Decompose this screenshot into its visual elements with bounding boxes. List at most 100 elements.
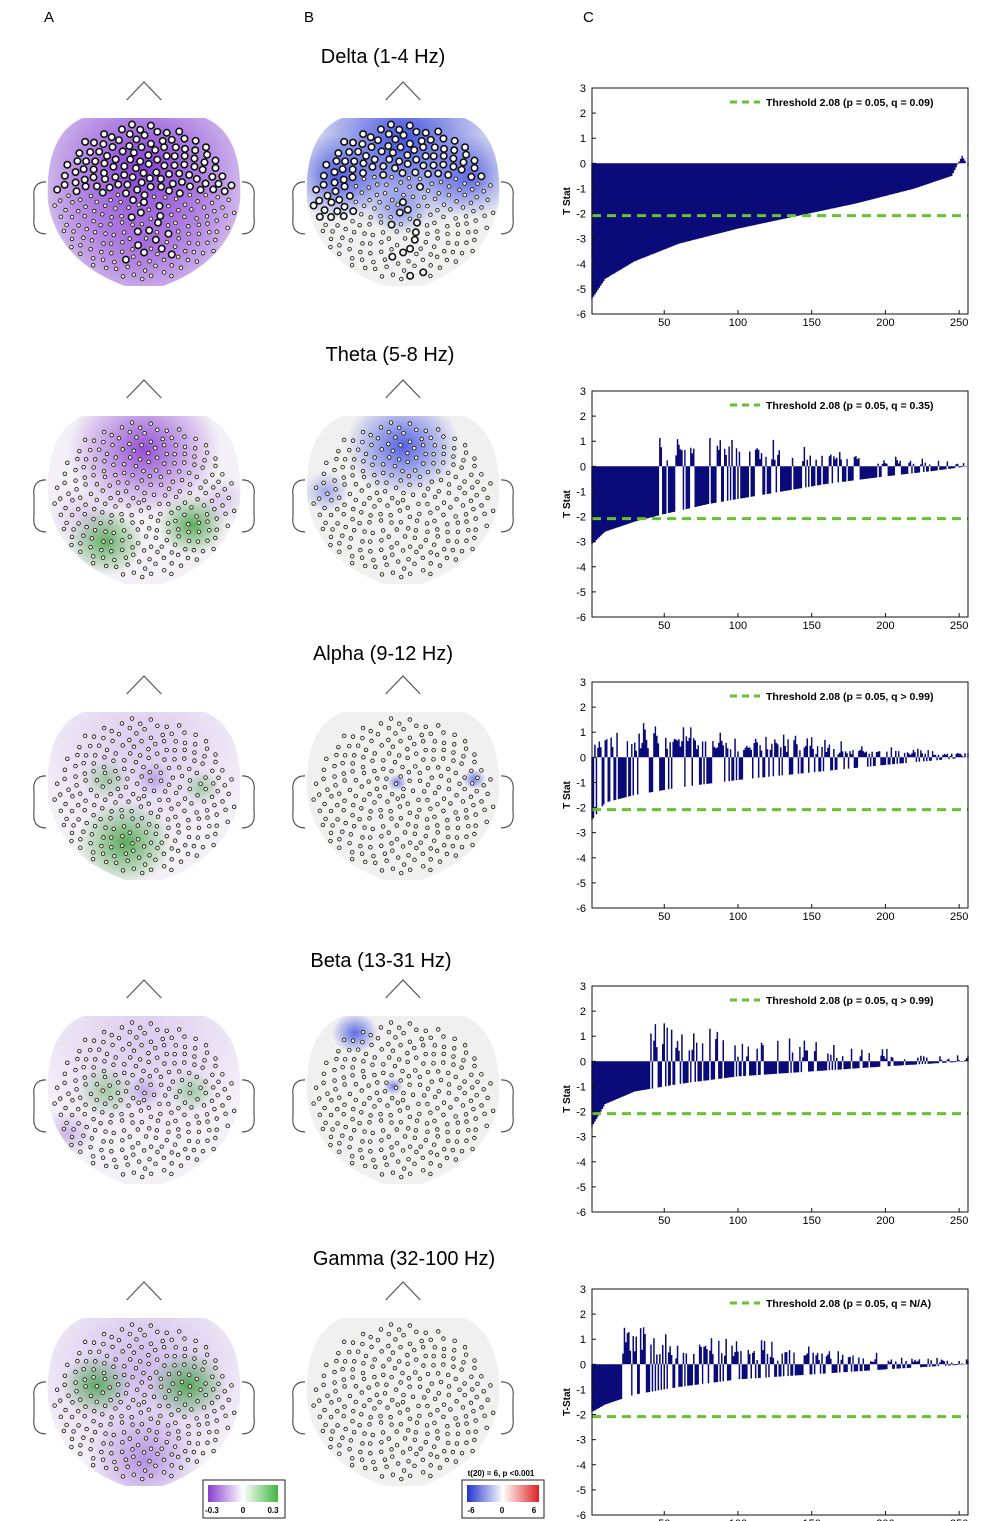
electrode [165, 1121, 171, 1126]
electrode [125, 776, 130, 781]
electrode [335, 803, 340, 808]
electrode [173, 196, 179, 202]
electrode [451, 462, 456, 467]
electrode [176, 1429, 181, 1434]
electrode [213, 463, 218, 469]
electrode [340, 533, 345, 538]
electrode [81, 182, 90, 191]
electrode [84, 1426, 89, 1432]
electrode [175, 552, 181, 558]
activation-blob [383, 1078, 403, 1095]
electrode [423, 1051, 428, 1057]
electrode [96, 447, 102, 452]
electrode [313, 1387, 319, 1392]
electrode [455, 1129, 461, 1134]
electrode [432, 1420, 437, 1426]
electrode [370, 758, 375, 763]
electrode [69, 1444, 74, 1450]
tstat-chart-4: -6-5-4-3-2-1012350100150200250T-StatThre… [562, 1284, 969, 1521]
electrode [421, 757, 426, 762]
electrode [429, 1381, 434, 1386]
electrode [166, 1086, 172, 1091]
electrode [130, 473, 135, 478]
electrode [158, 778, 164, 784]
electrode [354, 147, 363, 156]
electrode [146, 746, 151, 752]
electrode [441, 1414, 446, 1419]
electrode [407, 439, 413, 444]
electrode [162, 493, 168, 498]
electrode [185, 257, 191, 263]
electrode [397, 425, 402, 430]
electrode [407, 514, 413, 520]
electrode [73, 478, 78, 483]
topomap-a-beta [33, 979, 255, 1184]
electrode [416, 797, 421, 803]
electrode [368, 1451, 373, 1456]
electrode [323, 1422, 328, 1428]
electrode [360, 1331, 366, 1337]
electrode [379, 572, 385, 577]
electrode [479, 768, 484, 773]
electrode [154, 1128, 160, 1133]
electrode [407, 1039, 413, 1044]
electrode [94, 1082, 100, 1087]
electrode [390, 744, 396, 749]
electrode [336, 744, 341, 750]
electrode [335, 223, 340, 228]
electrode [342, 798, 347, 803]
electrode [413, 1370, 418, 1375]
electrode [186, 240, 192, 246]
electrode [131, 1048, 137, 1053]
electrode [434, 127, 443, 136]
electrode [193, 1036, 198, 1042]
electrode [482, 807, 487, 813]
electrode [209, 200, 215, 206]
electrode [153, 1463, 158, 1469]
electrode [412, 127, 421, 136]
electrode [425, 486, 431, 491]
electrode [368, 549, 373, 554]
electrode [434, 169, 443, 178]
electrode [378, 721, 384, 726]
electrode [411, 228, 420, 237]
electrode [445, 1372, 451, 1378]
electrode [372, 1357, 377, 1362]
electrode [133, 759, 139, 765]
electrode [388, 420, 394, 425]
electrode [317, 512, 323, 518]
electrode [397, 1410, 403, 1415]
y-axis-label: T Stat [562, 1084, 573, 1112]
electrode [390, 164, 399, 173]
electrode [109, 539, 114, 544]
electrode [118, 147, 127, 156]
electrode [401, 430, 406, 436]
electrode [161, 738, 167, 744]
electrode [193, 742, 198, 747]
y-tick-label: 0 [580, 1359, 586, 1371]
electrode [352, 1359, 357, 1364]
electrode [159, 840, 164, 845]
y-tick-label: -2 [576, 1107, 586, 1119]
electrode [375, 732, 381, 737]
electrode [191, 547, 197, 553]
electrode [89, 1438, 95, 1443]
electrode [379, 240, 384, 245]
electrode [406, 259, 411, 264]
electrode [395, 500, 400, 505]
y-tick-label: -4 [576, 1157, 586, 1169]
electrode [200, 158, 209, 167]
electrode [425, 825, 430, 830]
electrode [379, 843, 384, 848]
electrode [363, 1465, 368, 1471]
electrode [445, 522, 450, 527]
electrode [407, 1021, 413, 1026]
electrode [83, 1384, 88, 1389]
electrode [488, 1081, 493, 1086]
electrode [154, 528, 160, 533]
electrode [98, 1422, 103, 1428]
electrode [220, 1103, 225, 1108]
electrode [147, 474, 153, 479]
electrode [406, 1074, 412, 1079]
electrode [226, 1095, 231, 1101]
